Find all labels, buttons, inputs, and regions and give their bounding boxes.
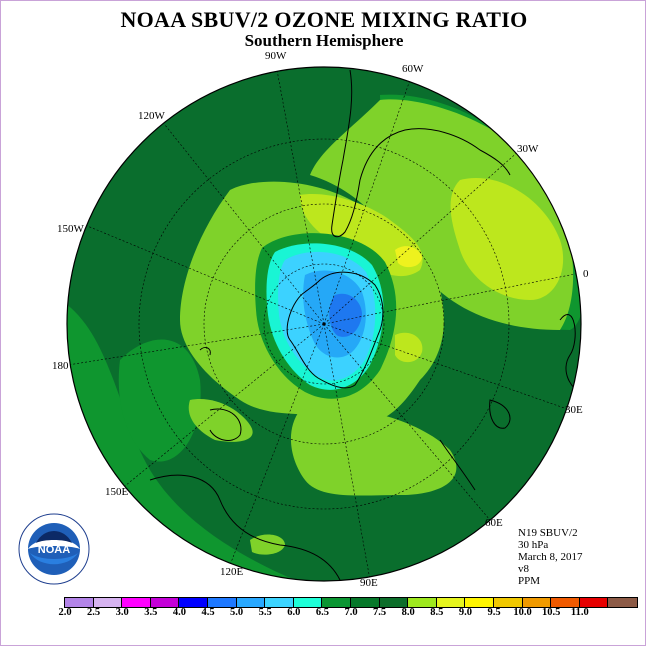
colorbar-cell <box>579 598 609 607</box>
lon-label-180: 180 <box>52 360 69 372</box>
colorbar-cell <box>408 598 437 607</box>
colorbar-label: 2.5 <box>87 607 101 618</box>
colorbar-label: 4.5 <box>201 607 215 618</box>
colorbar-label: 2.0 <box>58 607 72 618</box>
lon-label-0: 0 <box>583 268 589 280</box>
field-4-5-vortex <box>329 293 362 337</box>
coast-madagascar-region <box>439 439 476 491</box>
colorbar-cell <box>122 598 151 607</box>
coast-south-america <box>331 69 511 238</box>
map-subtitle: Southern Hemisphere <box>244 31 404 50</box>
colorbar-label: 5.5 <box>258 607 272 618</box>
field-8-0-east <box>450 178 564 300</box>
colorbar-label: 5.0 <box>230 607 244 618</box>
colorbar-cell <box>179 598 208 607</box>
coast-africa <box>559 314 581 396</box>
colorbar-label: 9.5 <box>487 607 501 618</box>
colorbar-label: 6.0 <box>287 607 301 618</box>
lon-label-150e: 150E <box>105 486 129 498</box>
map-border <box>66 66 582 582</box>
lon-label-90e: 90E <box>360 577 378 589</box>
colorbar-label: 10.5 <box>542 607 561 618</box>
colorbar-label: 10.0 <box>513 607 532 618</box>
field-8-5-patch <box>395 246 422 268</box>
colorbar-cell <box>150 598 180 607</box>
colorbar-cell <box>379 598 409 607</box>
lon-label-120w: 120W <box>138 110 165 122</box>
colorbar-label: 11.0 <box>570 607 589 618</box>
info-date: March 8, 2017 <box>518 551 583 563</box>
colorbar-label: 3.0 <box>115 607 129 618</box>
colorbar-cell <box>65 598 94 607</box>
lon-label-60e: 60E <box>485 517 503 529</box>
graticule <box>67 69 581 581</box>
coast-island-w <box>199 347 211 356</box>
coast-island-e <box>489 399 511 429</box>
coast-antarctica <box>286 271 384 389</box>
colorbar-cell <box>207 598 237 607</box>
info-block: N19 SBUV/2 30 hPa March 8, 2017 v8 PPM <box>518 527 582 587</box>
colorbar-cell <box>350 598 380 607</box>
colorbar-cell <box>265 598 294 607</box>
colorbar-label: 3.5 <box>144 607 158 618</box>
colorbar-cell <box>93 598 123 607</box>
field-8-0-patch <box>395 332 423 363</box>
colorbar-label: 7.5 <box>373 607 387 618</box>
colorbar-label: 8.0 <box>401 607 415 618</box>
coast-australia <box>149 474 341 581</box>
colorbar-cell <box>551 598 580 607</box>
info-level: 30 hPa <box>518 539 549 551</box>
colorbar-cell <box>436 598 466 607</box>
field-7-5-sw <box>188 399 253 442</box>
coast-nz <box>209 408 242 441</box>
colorbar-label: 6.5 <box>315 607 329 618</box>
coastlines <box>149 69 581 581</box>
field-7-5-south <box>290 407 457 496</box>
info-version: v8 <box>518 563 529 575</box>
info-units: PPM <box>518 575 541 587</box>
colorbar-label: 9.0 <box>458 607 472 618</box>
field-8-0-north <box>300 194 423 277</box>
lon-label-30e: 30E <box>565 404 583 416</box>
colorbar-cell <box>236 598 266 607</box>
colorbar-cell <box>322 598 351 607</box>
lon-label-60w: 60W <box>402 63 424 75</box>
info-instrument: N19 SBUV/2 <box>518 527 578 539</box>
lon-label-90w: 90W <box>265 50 287 62</box>
noaa-logo: NOAA <box>18 513 90 585</box>
logo-text: NOAA <box>38 544 70 556</box>
colorbar-label: 4.0 <box>172 607 186 618</box>
lon-label-30w: 30W <box>517 143 539 155</box>
colorbar-cell <box>493 598 523 607</box>
colorbar <box>64 597 638 608</box>
colorbar-cell <box>293 598 323 607</box>
lon-label-120e: 120E <box>220 566 244 578</box>
colorbar-cell <box>465 598 494 607</box>
colorbar-cell <box>522 598 552 607</box>
colorbar-cell <box>608 598 637 607</box>
colorbar-label: 8.5 <box>430 607 444 618</box>
lon-label-150w: 150W <box>57 223 84 235</box>
colorbar-label: 7.0 <box>344 607 358 618</box>
map-title: NOAA SBUV/2 OZONE MIXING RATIO <box>120 7 528 32</box>
field-6-5-patch <box>118 339 201 462</box>
